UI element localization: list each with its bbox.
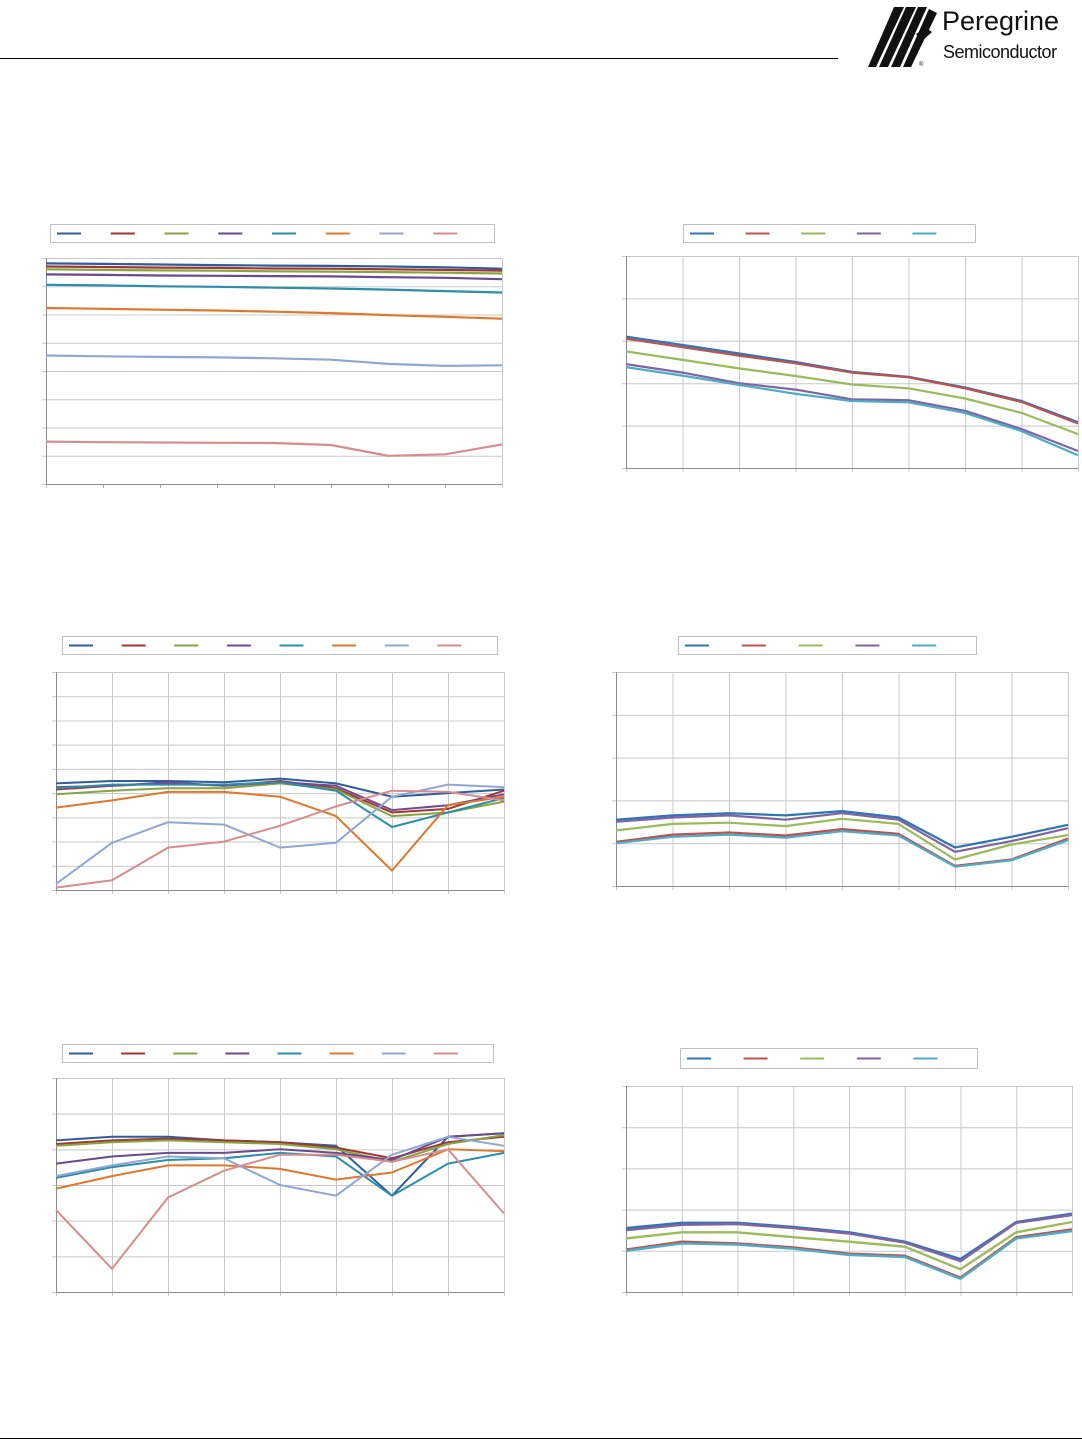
plot-series [625, 1212, 1073, 1281]
series-line-3 [55, 1134, 505, 1163]
series-line-8 [45, 440, 503, 457]
series-line-7 [55, 783, 505, 885]
series-line-7 [45, 354, 503, 367]
chart-bottom-left [52, 1044, 505, 1296]
series-line-3 [615, 817, 1069, 861]
plot-grid [612, 672, 1069, 890]
legend-box [680, 1048, 978, 1069]
chart-legend [62, 1044, 494, 1063]
plot-grid [52, 1078, 505, 1296]
series-line-3 [625, 1220, 1073, 1271]
series-line-5 [625, 1229, 1073, 1281]
series-line-5 [45, 283, 503, 294]
series-line-5 [55, 781, 505, 828]
series-line-1 [55, 777, 505, 798]
chart-top-right [622, 224, 1079, 472]
footer-rule [0, 1438, 1082, 1439]
series-line-2 [55, 1135, 505, 1160]
header-rule [0, 58, 838, 59]
plot-series [55, 1132, 505, 1270]
plot-series [625, 335, 1079, 457]
series-line-4 [615, 812, 1069, 853]
series-line-5 [625, 366, 1079, 457]
series-line-4 [55, 1132, 505, 1165]
series-line-4 [625, 1213, 1073, 1263]
series-line-1 [45, 262, 503, 270]
logo-subtitle: Semiconductor [943, 42, 1057, 62]
series-line-3 [55, 782, 505, 818]
plot-series [45, 262, 503, 457]
legend-box [678, 636, 977, 655]
series-line-3 [625, 350, 1079, 436]
series-line-5 [55, 1151, 505, 1197]
series-line-4 [45, 273, 503, 281]
peregrine-falcon-icon: ® [868, 7, 937, 68]
chart-legend [62, 636, 498, 655]
series-line-8 [55, 789, 505, 889]
series-line-2 [45, 265, 503, 272]
chart-legend [678, 636, 977, 655]
chart-legend [683, 224, 976, 243]
plot-series [55, 777, 505, 889]
series-line-6 [55, 790, 505, 872]
chart-middle-right [612, 636, 1069, 890]
svg-text:®: ® [919, 61, 924, 68]
series-line-8 [55, 1148, 505, 1270]
company-logo: ® Peregrine Semiconductor [866, 4, 1076, 72]
plot-series [615, 810, 1069, 868]
series-line-2 [625, 337, 1079, 425]
plot-grid [622, 256, 1079, 472]
plot-grid [42, 258, 503, 488]
chart-legend [680, 1048, 978, 1069]
series-line-7 [55, 1135, 505, 1197]
logo-name: Peregrine [942, 6, 1060, 36]
series-line-1 [615, 810, 1069, 849]
series-line-6 [55, 1148, 505, 1190]
plot-grid [52, 672, 505, 894]
plot-grid [622, 1086, 1073, 1296]
chart-legend [50, 224, 495, 243]
chart-bottom-right [622, 1048, 1073, 1296]
chart-middle-left [52, 636, 505, 894]
legend-box [683, 224, 976, 243]
series-line-3 [45, 268, 503, 275]
series-line-6 [45, 306, 503, 320]
series-line-5 [615, 830, 1069, 868]
chart-top-left [42, 224, 503, 488]
series-line-4 [625, 363, 1079, 453]
